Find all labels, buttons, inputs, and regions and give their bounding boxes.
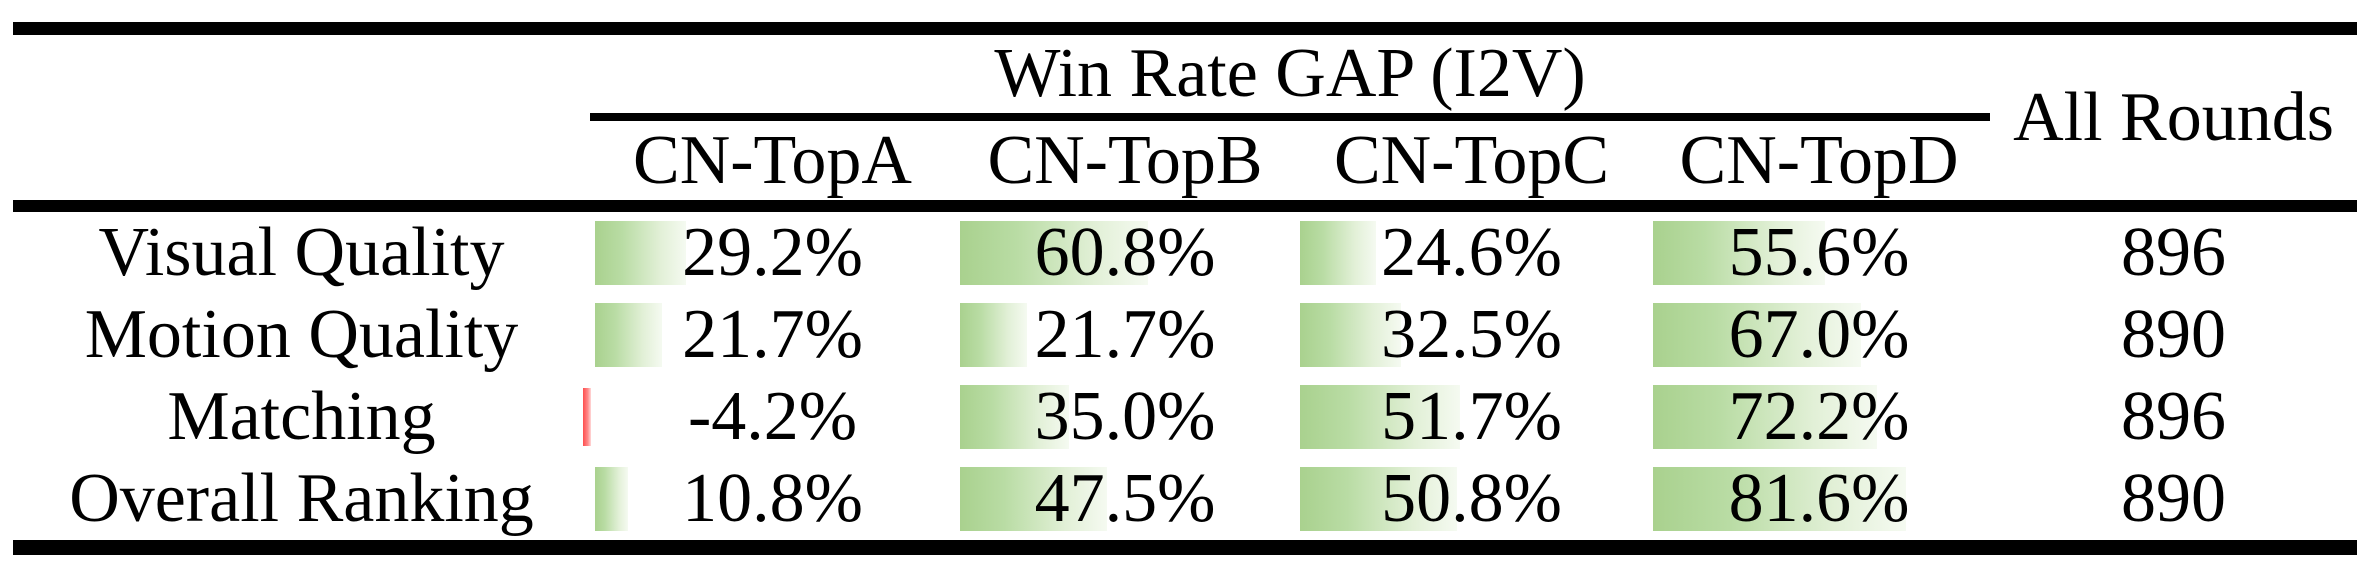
row-label-text: Visual Quality: [98, 214, 505, 291]
value-cell: 29.2%: [590, 206, 955, 294]
value-text: 10.8%: [682, 460, 863, 537]
value-text: 50.8%: [1381, 460, 1562, 537]
all-rounds-text: 890: [2121, 460, 2227, 537]
row-label: Matching: [13, 376, 590, 458]
table-body: Visual Quality 29.2% 60.8% 24.6% 55.6% 8…: [13, 206, 2357, 548]
value-text: 67.0%: [1728, 296, 1910, 373]
value-text: 72.2%: [1728, 378, 1910, 455]
value-cell: 10.8%: [590, 458, 955, 548]
row-label: Overall Ranking: [13, 458, 590, 548]
table-row: Visual Quality 29.2% 60.8% 24.6% 55.6% 8…: [13, 206, 2357, 294]
header-row-group: Win Rate GAP (I2V) All Rounds: [13, 28, 2357, 152]
row-label: Motion Quality: [13, 294, 590, 376]
all-rounds-text: 896: [2121, 214, 2227, 291]
data-bar: [960, 385, 1069, 449]
data-bar: [1653, 221, 1825, 285]
column-header-cn-topc: CN-TopC: [1333, 121, 1610, 199]
data-bar: [1300, 467, 1457, 531]
column-header-cn-topa: CN-TopA: [633, 121, 912, 199]
value-text: 21.7%: [1034, 296, 1216, 373]
data-bar: [1653, 385, 1877, 449]
column-header-cn-topd: CN-TopD: [1679, 121, 1959, 199]
value-cell: 47.5%: [955, 458, 1295, 548]
table-figure: Win Rate GAP (I2V) All Rounds CN-TopA CN…: [13, 22, 2358, 555]
table-row: Matching -4.2% 35.0% 51.7% 72.2% 896: [13, 376, 2357, 458]
value-cell: 32.5%: [1295, 294, 1648, 376]
data-bar: [1653, 303, 1861, 367]
row-label-text: Overall Ranking: [69, 460, 534, 537]
value-text: 32.5%: [1381, 296, 1562, 373]
value-cell: 35.0%: [955, 376, 1295, 458]
value-text: 60.8%: [1034, 214, 1216, 291]
corner-empty-cell: [13, 29, 590, 207]
value-cell: -4.2%: [583, 376, 955, 458]
value-cell: 21.7%: [955, 294, 1295, 376]
all-rounds-cell: 896: [1990, 376, 2357, 458]
data-bar: [595, 303, 662, 367]
value-text: 29.2%: [682, 214, 863, 291]
value-text: 21.7%: [682, 296, 863, 373]
table-row: Motion Quality 21.7% 21.7% 32.5% 67.0% 8…: [13, 294, 2357, 376]
value-text: 24.6%: [1381, 214, 1562, 291]
all-rounds-cell: 890: [1990, 294, 2357, 376]
row-label-text: Matching: [167, 378, 436, 455]
data-bar: [1300, 385, 1460, 449]
value-text: 55.6%: [1728, 214, 1910, 291]
results-table: Win Rate GAP (I2V) All Rounds CN-TopA CN…: [13, 22, 2358, 555]
data-bar: [595, 467, 628, 531]
row-label-text: Motion Quality: [84, 296, 519, 373]
table-title: Win Rate GAP (I2V): [590, 28, 1991, 121]
table-row: Overall Ranking 10.8% 47.5% 50.8% 81.6% …: [13, 458, 2357, 548]
value-cell: 60.8%: [955, 206, 1295, 294]
value-cell: 72.2%: [1648, 376, 1990, 458]
column-header-cn-topb: CN-TopB: [987, 121, 1263, 199]
value-cell: 50.8%: [1295, 458, 1648, 548]
value-text: 35.0%: [1034, 378, 1216, 455]
data-bar: [960, 221, 1148, 285]
data-bar: [960, 467, 1107, 531]
data-bar: [960, 303, 1027, 367]
value-text: 51.7%: [1381, 378, 1562, 455]
value-text: 81.6%: [1728, 460, 1910, 537]
data-bar: [1653, 467, 1906, 531]
header-row-columns: CN-TopA CN-TopB CN-TopC CN-TopD: [13, 117, 2357, 206]
row-label: Visual Quality: [13, 206, 590, 294]
data-bar: [595, 221, 686, 285]
value-text: -4.2%: [687, 378, 858, 455]
value-cell: 67.0%: [1648, 294, 1990, 376]
value-cell: 51.7%: [1295, 376, 1648, 458]
value-cell: 21.7%: [590, 294, 955, 376]
value-cell: 55.6%: [1648, 206, 1990, 294]
data-bar: [1300, 303, 1401, 367]
all-rounds-header: All Rounds: [2013, 78, 2334, 156]
data-bar: [1300, 221, 1376, 285]
all-rounds-cell: 890: [1990, 458, 2357, 548]
table-header: Win Rate GAP (I2V) All Rounds CN-TopA CN…: [13, 28, 2358, 206]
data-bar: [583, 388, 591, 446]
all-rounds-text: 890: [2121, 296, 2227, 373]
all-rounds-text: 896: [2121, 378, 2227, 455]
value-cell: 81.6%: [1648, 458, 1990, 548]
value-text: 47.5%: [1034, 460, 1216, 537]
all-rounds-cell: 896: [1990, 206, 2357, 294]
value-cell: 24.6%: [1295, 206, 1648, 294]
